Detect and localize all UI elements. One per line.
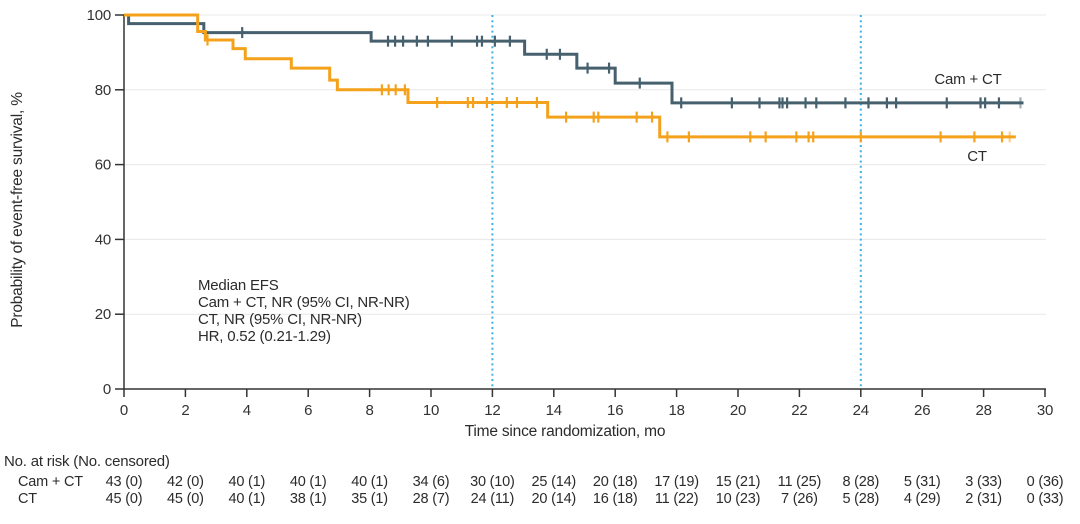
km-curve-camct <box>124 13 1024 105</box>
risk-value-ct-m22: 7 (26) <box>781 491 818 507</box>
risk-value-camct-m16: 20 (18) <box>593 474 638 490</box>
risk-value-camct-m10: 34 (6) <box>413 474 450 490</box>
risk-value-camct-m26: 5 (31) <box>904 474 941 490</box>
risk-value-ct-m20: 10 (23) <box>716 491 761 507</box>
gridlines <box>124 14 1046 315</box>
x-tick-label-26: 26 <box>914 402 930 419</box>
annotation-camct-ci: Cam + CT, NR (95% CI, NR-NR) <box>198 294 410 311</box>
censor-marks <box>206 27 1022 143</box>
x-tick-label-2: 2 <box>181 402 189 419</box>
risk-value-camct-m8: 40 (1) <box>351 474 388 490</box>
y-tick-label-80: 80 <box>95 82 111 99</box>
risk-value-camct-m24: 8 (28) <box>842 474 879 490</box>
x-tick-label-20: 20 <box>730 402 746 419</box>
y-tick-label-0: 0 <box>103 381 111 398</box>
risk-row-label-camct: Cam + CT <box>18 474 83 490</box>
y-tick-label-40: 40 <box>95 231 111 248</box>
risk-value-ct-m26: 4 (29) <box>904 491 941 507</box>
risk-value-camct-m28: 3 (33) <box>965 474 1002 490</box>
risk-value-ct-m10: 28 (7) <box>413 491 450 507</box>
annotation-hazard-ratio: HR, 0.52 (0.21-1.29) <box>198 328 331 345</box>
risk-value-ct-m30: 0 (33) <box>1027 491 1064 507</box>
curve-label-ct: CT <box>967 148 987 165</box>
curve-label-camct: Cam + CT <box>934 71 1001 88</box>
x-tick-label-16: 16 <box>607 402 623 419</box>
risk-value-ct-m8: 35 (1) <box>351 491 388 507</box>
risk-value-camct-m14: 25 (14) <box>532 474 577 490</box>
risk-value-camct-m2: 42 (0) <box>167 474 204 490</box>
x-tick-label-28: 28 <box>975 402 991 419</box>
risk-value-ct-m2: 45 (0) <box>167 491 204 507</box>
risk-value-ct-m28: 2 (31) <box>965 491 1002 507</box>
reference-lines <box>491 15 862 389</box>
risk-table-header: No. at risk (No. censored) <box>4 453 170 470</box>
risk-value-camct-m4: 40 (1) <box>228 474 265 490</box>
risk-value-ct-m14: 20 (14) <box>532 491 577 507</box>
risk-value-camct-m22: 11 (25) <box>778 474 821 490</box>
risk-value-ct-m18: 11 (22) <box>655 491 698 507</box>
x-tick-label-12: 12 <box>484 402 500 419</box>
risk-row-label-ct: CT <box>18 491 37 507</box>
risk-value-camct-m6: 40 (1) <box>290 474 327 490</box>
x-tick-label-22: 22 <box>791 402 807 419</box>
risk-value-ct-m0: 45 (0) <box>106 491 143 507</box>
y-tick-label-20: 20 <box>95 306 111 323</box>
y-tick-label-60: 60 <box>95 157 111 174</box>
risk-value-ct-m16: 16 (18) <box>593 491 638 507</box>
risk-value-ct-m12: 24 (11) <box>471 491 514 507</box>
risk-value-ct-m4: 40 (1) <box>228 491 265 507</box>
survival-curves <box>124 13 1024 139</box>
y-tick-label-100: 100 <box>87 7 111 24</box>
risk-value-ct-m6: 38 (1) <box>290 491 327 507</box>
risk-value-camct-m12: 30 (10) <box>470 474 515 490</box>
x-tick-label-0: 0 <box>120 402 128 419</box>
risk-value-camct-m20: 15 (21) <box>716 474 761 490</box>
km-curve-ct <box>124 13 1016 139</box>
annotation-ct-ci: CT, NR (95% CI, NR-NR) <box>198 311 362 328</box>
axes <box>115 14 1046 397</box>
annotation-median-efs: Median EFS <box>198 277 279 294</box>
x-tick-label-10: 10 <box>423 402 439 419</box>
risk-value-ct-m24: 5 (28) <box>842 491 879 507</box>
y-axis-title: Probability of event-free survival, % <box>9 92 26 328</box>
risk-value-camct-m18: 17 (19) <box>654 474 699 490</box>
x-tick-label-8: 8 <box>366 402 374 419</box>
risk-value-camct-m30: 0 (36) <box>1027 474 1064 490</box>
x-tick-label-6: 6 <box>304 402 312 419</box>
x-tick-label-30: 30 <box>1037 402 1053 419</box>
x-tick-label-24: 24 <box>853 402 869 419</box>
risk-value-camct-m0: 43 (0) <box>106 474 143 490</box>
x-tick-label-18: 18 <box>668 402 684 419</box>
x-axis-title: Time since randomization, mo <box>465 423 666 440</box>
x-tick-label-4: 4 <box>243 402 251 419</box>
x-tick-label-14: 14 <box>546 402 562 419</box>
risk-table-values: 43 (0) 42 (0) 40 (1) 40 (1) 40 (1) 34 (6) 30 (… <box>106 474 1064 507</box>
